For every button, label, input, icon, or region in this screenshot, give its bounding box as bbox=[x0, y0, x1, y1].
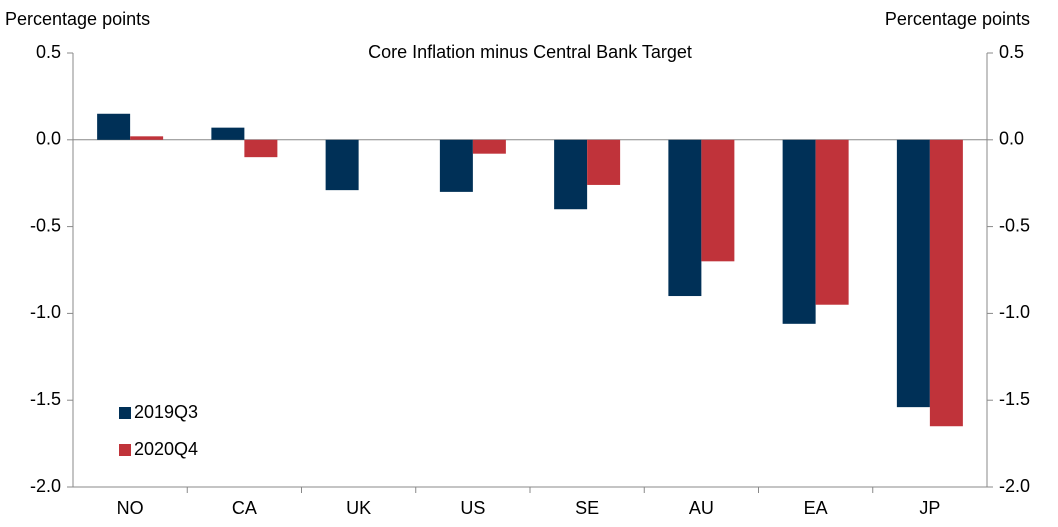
bar bbox=[554, 139, 588, 210]
legend-swatch bbox=[119, 407, 131, 419]
y2-tick-label: -1.0 bbox=[999, 302, 1030, 322]
y2-tick-label: -2.0 bbox=[999, 476, 1030, 496]
bar bbox=[668, 139, 702, 297]
bar bbox=[472, 139, 506, 154]
bar bbox=[929, 139, 963, 427]
x-tick-label: NO bbox=[117, 498, 144, 518]
x-tick-label: CA bbox=[232, 498, 257, 518]
y-tick-label: -1.0 bbox=[30, 302, 61, 322]
x-tick-label: EA bbox=[804, 498, 828, 518]
bar bbox=[815, 139, 849, 305]
y2-tick-label: -1.5 bbox=[999, 389, 1030, 409]
bar bbox=[439, 139, 473, 192]
legend-swatch bbox=[119, 444, 131, 456]
bar bbox=[244, 139, 278, 158]
bar bbox=[701, 139, 735, 262]
x-tick-label: US bbox=[460, 498, 485, 518]
x-tick-label: AU bbox=[689, 498, 714, 518]
y-axis-label: Percentage points bbox=[5, 9, 150, 29]
legend-label: 2020Q4 bbox=[134, 439, 198, 459]
bar bbox=[325, 139, 359, 191]
bar bbox=[211, 127, 245, 140]
legend-label: 2019Q3 bbox=[134, 402, 198, 422]
y2-tick-label: 0.0 bbox=[999, 129, 1024, 149]
y-tick-label: -1.5 bbox=[30, 389, 61, 409]
y-tick-label: 0.0 bbox=[36, 129, 61, 149]
x-tick-label: SE bbox=[575, 498, 599, 518]
bar bbox=[782, 139, 816, 324]
y2-tick-label: -0.5 bbox=[999, 215, 1030, 235]
bar bbox=[587, 139, 621, 185]
x-tick-label: UK bbox=[346, 498, 371, 518]
x-tick-label: JP bbox=[919, 498, 940, 518]
bar bbox=[97, 113, 131, 140]
bar bbox=[130, 136, 164, 140]
chart-title: Core Inflation minus Central Bank Target bbox=[368, 42, 692, 62]
y2-tick-label: 0.5 bbox=[999, 42, 1024, 62]
y-tick-label: -0.5 bbox=[30, 215, 61, 235]
y-tick-label: -2.0 bbox=[30, 476, 61, 496]
y-tick-label: 0.5 bbox=[36, 42, 61, 62]
bar bbox=[896, 139, 930, 408]
y2-axis-label: Percentage points bbox=[885, 9, 1030, 29]
